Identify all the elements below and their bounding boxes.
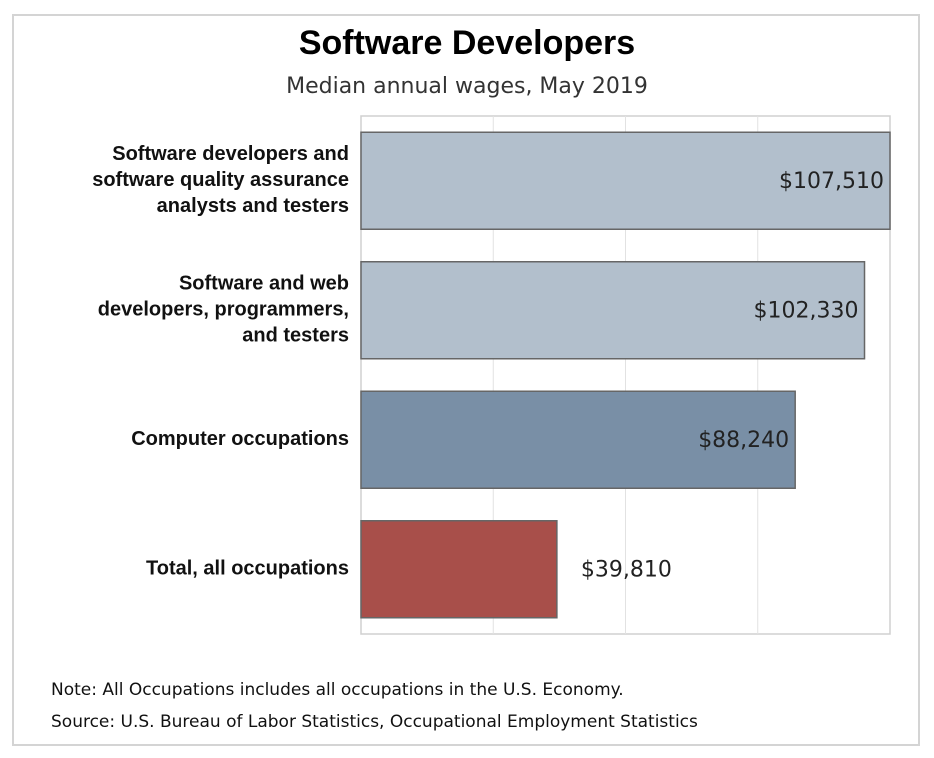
chart-note: Note: All Occupations includes all occup… bbox=[51, 680, 624, 700]
category-label: developers, programmers, bbox=[98, 299, 349, 321]
category-label: analysts and testers bbox=[157, 195, 349, 217]
category-label: Total, all occupations bbox=[146, 558, 349, 580]
chart-source: Source: U.S. Bureau of Labor Statistics,… bbox=[51, 712, 698, 732]
chart-subtitle: Median annual wages, May 2019 bbox=[286, 74, 648, 99]
bar bbox=[360, 520, 558, 619]
bar bbox=[360, 131, 891, 230]
chart-title: Software Developers bbox=[298, 24, 636, 62]
bar bbox=[360, 390, 796, 489]
category-label: Software developers and bbox=[112, 143, 349, 165]
category-label: and testers bbox=[242, 325, 349, 347]
bar bbox=[360, 261, 866, 360]
bar-value-label: $88,240 bbox=[698, 428, 789, 453]
bar-value-label: $107,510 bbox=[779, 169, 884, 194]
category-label: software quality assurance bbox=[92, 169, 349, 191]
category-label: Computer occupations bbox=[131, 428, 349, 450]
category-label: Software and web bbox=[179, 273, 349, 295]
bar-value-label: $39,810 bbox=[581, 557, 672, 582]
bar-value-label: $102,330 bbox=[754, 298, 859, 323]
